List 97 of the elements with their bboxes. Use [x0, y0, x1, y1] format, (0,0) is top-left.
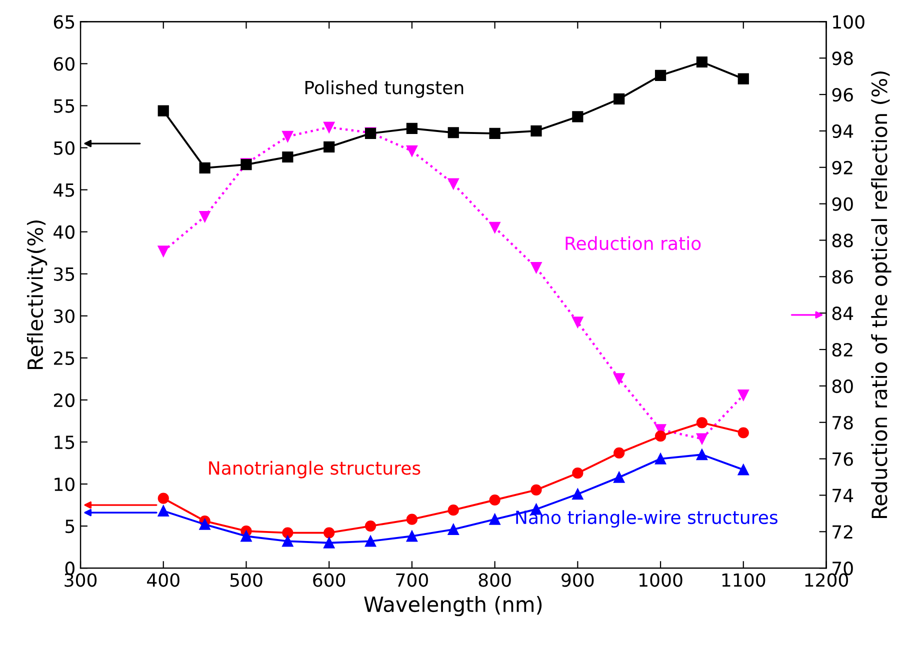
- point: [654, 70, 666, 82]
- x-tick-label: 1100: [722, 573, 766, 587]
- point: [654, 453, 666, 464]
- point: [158, 105, 169, 116]
- y-tick-label: 20: [54, 393, 74, 408]
- series-label: Reduction ratio: [566, 236, 701, 250]
- y2-tick-label: 78: [832, 416, 853, 430]
- point: [696, 56, 708, 68]
- point: [282, 527, 294, 538]
- point: [406, 145, 418, 157]
- x-tick-label: 1200: [805, 573, 848, 587]
- point: [489, 494, 500, 506]
- y2-tick-label: 94: [832, 124, 854, 138]
- point: [614, 447, 625, 458]
- point: [324, 527, 335, 538]
- y-tick-label: 65: [54, 15, 74, 29]
- y2-tick-label: 92: [832, 160, 852, 174]
- point: [572, 111, 584, 122]
- point: [489, 128, 500, 140]
- y2-tick-label: 98: [832, 52, 853, 66]
- y2-tick-label: 80: [832, 379, 853, 394]
- point: [158, 492, 169, 504]
- point: [406, 530, 418, 542]
- x-tick-label: 700: [396, 573, 428, 587]
- y-tick-label: 50: [54, 141, 74, 155]
- y-tick-label: 45: [54, 183, 74, 197]
- point: [530, 262, 542, 274]
- point: [530, 125, 542, 136]
- y-tick-label: 55: [54, 99, 74, 113]
- point: [364, 536, 376, 547]
- point: [448, 504, 459, 516]
- point: [282, 536, 294, 547]
- y2-tick-label: 88: [832, 234, 853, 248]
- point: [614, 373, 625, 384]
- x-tick-label: 800: [478, 573, 511, 587]
- point: [654, 430, 666, 442]
- y2-tick-label: 84: [832, 306, 854, 320]
- y2-tick-label: 90: [832, 197, 853, 211]
- y2-tick-label: 70: [832, 562, 853, 576]
- y2-axis-title: Reduction ratio of the optical reflection (%): [871, 71, 892, 518]
- point: [614, 472, 625, 483]
- y2-tick-label: 96: [832, 88, 853, 102]
- y2-tick-label: 82: [832, 342, 852, 357]
- y-tick-label: 15: [54, 436, 74, 450]
- point: [572, 316, 584, 328]
- y-tick-label: 25: [54, 351, 74, 366]
- point: [406, 122, 418, 134]
- y2-tick-label: 76: [832, 452, 853, 466]
- point: [738, 427, 749, 438]
- point: [448, 127, 459, 138]
- point: [530, 484, 542, 496]
- point: [614, 93, 625, 105]
- series-label: Polished tungsten: [305, 80, 464, 98]
- point: [158, 505, 169, 516]
- y-tick-label: 10: [54, 477, 74, 492]
- y2-tick-label: 86: [832, 270, 853, 284]
- y-tick-label: 5: [66, 520, 74, 534]
- x-tick-label: 900: [562, 573, 594, 587]
- point: [199, 210, 210, 222]
- y-tick-label: 30: [54, 309, 74, 324]
- point: [324, 141, 335, 152]
- point: [696, 417, 708, 428]
- point: [572, 468, 584, 479]
- y2-tick-label: 74: [832, 488, 854, 502]
- y2-tick-label: 72: [832, 525, 852, 539]
- y-axis-title: Reflectivity(%): [26, 220, 48, 370]
- point: [199, 518, 210, 530]
- point: [696, 449, 708, 460]
- point: [240, 530, 252, 542]
- point: [572, 488, 584, 500]
- y-tick-label: 40: [54, 225, 74, 239]
- point: [489, 222, 500, 234]
- point: [738, 464, 749, 476]
- x-tick-label: 500: [230, 573, 262, 587]
- point: [448, 524, 459, 535]
- point: [448, 178, 459, 190]
- point: [406, 514, 418, 525]
- point: [324, 537, 335, 548]
- point: [158, 246, 169, 257]
- point: [282, 130, 294, 142]
- x-tick-label: 1000: [640, 573, 682, 587]
- point: [738, 390, 749, 401]
- point: [324, 122, 335, 133]
- point: [696, 433, 708, 444]
- point: [199, 162, 210, 174]
- y-tick-label: 60: [54, 57, 74, 71]
- point: [738, 73, 749, 84]
- x-tick-label: 600: [313, 573, 346, 587]
- x-tick-label: 400: [147, 573, 180, 587]
- point: [364, 520, 376, 532]
- point: [282, 151, 294, 163]
- x-axis-title: Wavelength (nm): [364, 596, 542, 616]
- point: [489, 514, 500, 525]
- y-tick-label: 35: [54, 267, 74, 281]
- x-tick-label: 300: [64, 573, 97, 587]
- text: Nanotriangle structures: [209, 460, 420, 478]
- y2-tick-label: 100: [833, 15, 864, 29]
